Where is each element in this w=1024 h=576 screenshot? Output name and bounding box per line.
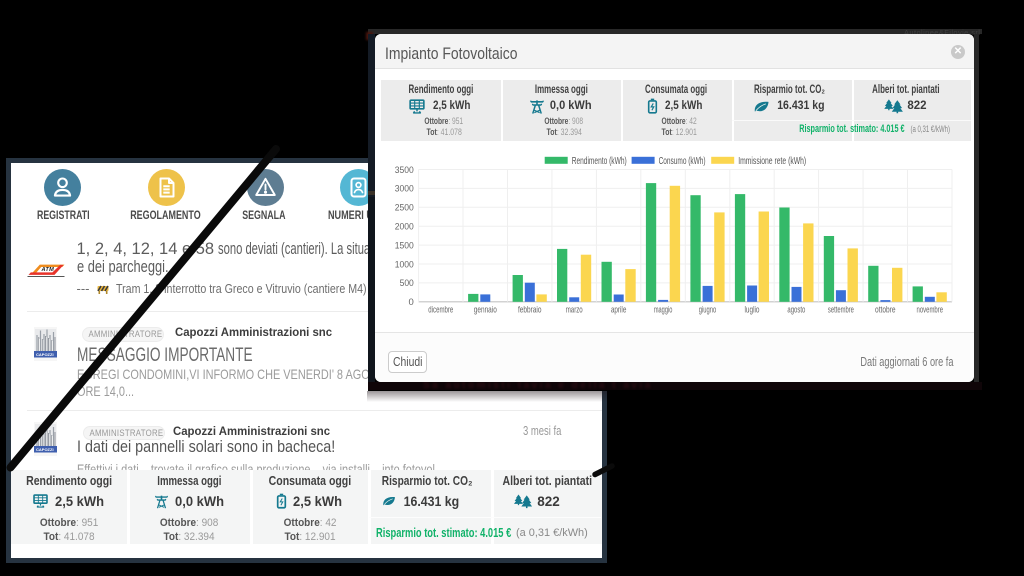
svg-text:agosto: agosto (788, 305, 806, 316)
svg-text:luglio: luglio (745, 305, 760, 316)
svg-text:500: 500 (400, 278, 414, 289)
svg-text:gennaio: gennaio (474, 305, 497, 316)
svg-text:ATM: ATM (40, 267, 54, 273)
svg-text:Immissione rete (kWh): Immissione rete (kWh) (739, 156, 807, 167)
svg-text:febbraio: febbraio (518, 305, 542, 316)
svg-text:giugno: giugno (699, 305, 717, 316)
svg-text:ottobre: ottobre (875, 305, 896, 316)
svg-text:1500: 1500 (395, 241, 414, 252)
svg-text:Consumo (kWh): Consumo (kWh) (659, 156, 706, 167)
svg-text:dicembre: dicembre (429, 305, 454, 316)
svg-text:Rendimento (kWh): Rendimento (kWh) (572, 156, 627, 167)
svg-text:marzo: marzo (566, 305, 583, 316)
svg-text:aprile: aprile (611, 305, 627, 316)
svg-text:novembre: novembre (917, 305, 944, 316)
svg-text:CAPOZZI: CAPOZZI (36, 447, 54, 452)
svg-text:maggio: maggio (654, 305, 673, 316)
svg-text:CAPOZZI: CAPOZZI (36, 352, 54, 357)
svg-text:1000: 1000 (395, 260, 414, 271)
svg-text:0: 0 (409, 297, 414, 308)
svg-text:3000: 3000 (395, 184, 414, 195)
svg-text:2500: 2500 (395, 203, 414, 214)
svg-text:2000: 2000 (395, 222, 414, 233)
svg-text:settembre: settembre (828, 305, 854, 316)
svg-text:3500: 3500 (395, 165, 414, 176)
